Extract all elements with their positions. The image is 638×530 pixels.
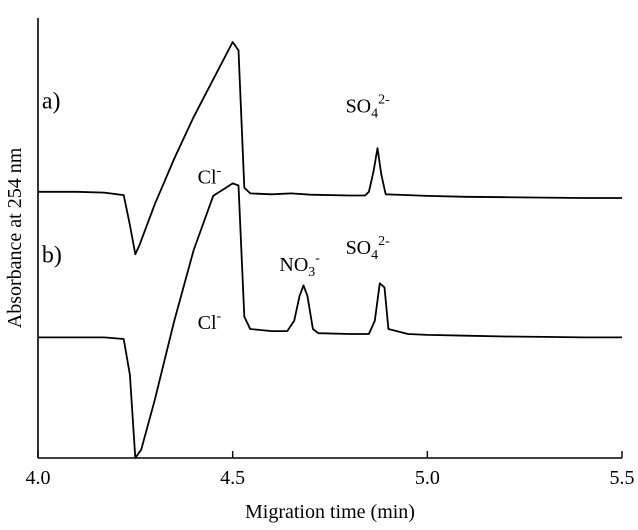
x-axis-title: Migration time (min) xyxy=(245,501,415,523)
peak-label: SO42- xyxy=(346,93,391,122)
trace-label: b) xyxy=(42,242,62,268)
trace-label: a) xyxy=(42,89,61,115)
peak-label: SO42- xyxy=(346,234,391,263)
traces xyxy=(38,41,622,459)
x-ticks: 4.0 4.5 5.0 5.5 xyxy=(26,451,635,489)
peak-label: NO3- xyxy=(279,251,320,280)
x-tick-label: 5.5 xyxy=(610,467,635,489)
trace-line-a xyxy=(38,41,622,256)
annotations: a) b) Cl- SO42- Cl- NO3- SO42- xyxy=(42,89,390,334)
peak-label: Cl- xyxy=(198,309,222,334)
y-axis-title: Absorbance at 254 nm xyxy=(4,147,26,328)
trace-line-b xyxy=(38,182,622,459)
peak-label: Cl- xyxy=(198,163,222,188)
x-tick-label: 4.5 xyxy=(220,467,245,489)
x-tick-label: 5.0 xyxy=(415,467,440,489)
x-tick-label: 4.0 xyxy=(26,467,51,489)
